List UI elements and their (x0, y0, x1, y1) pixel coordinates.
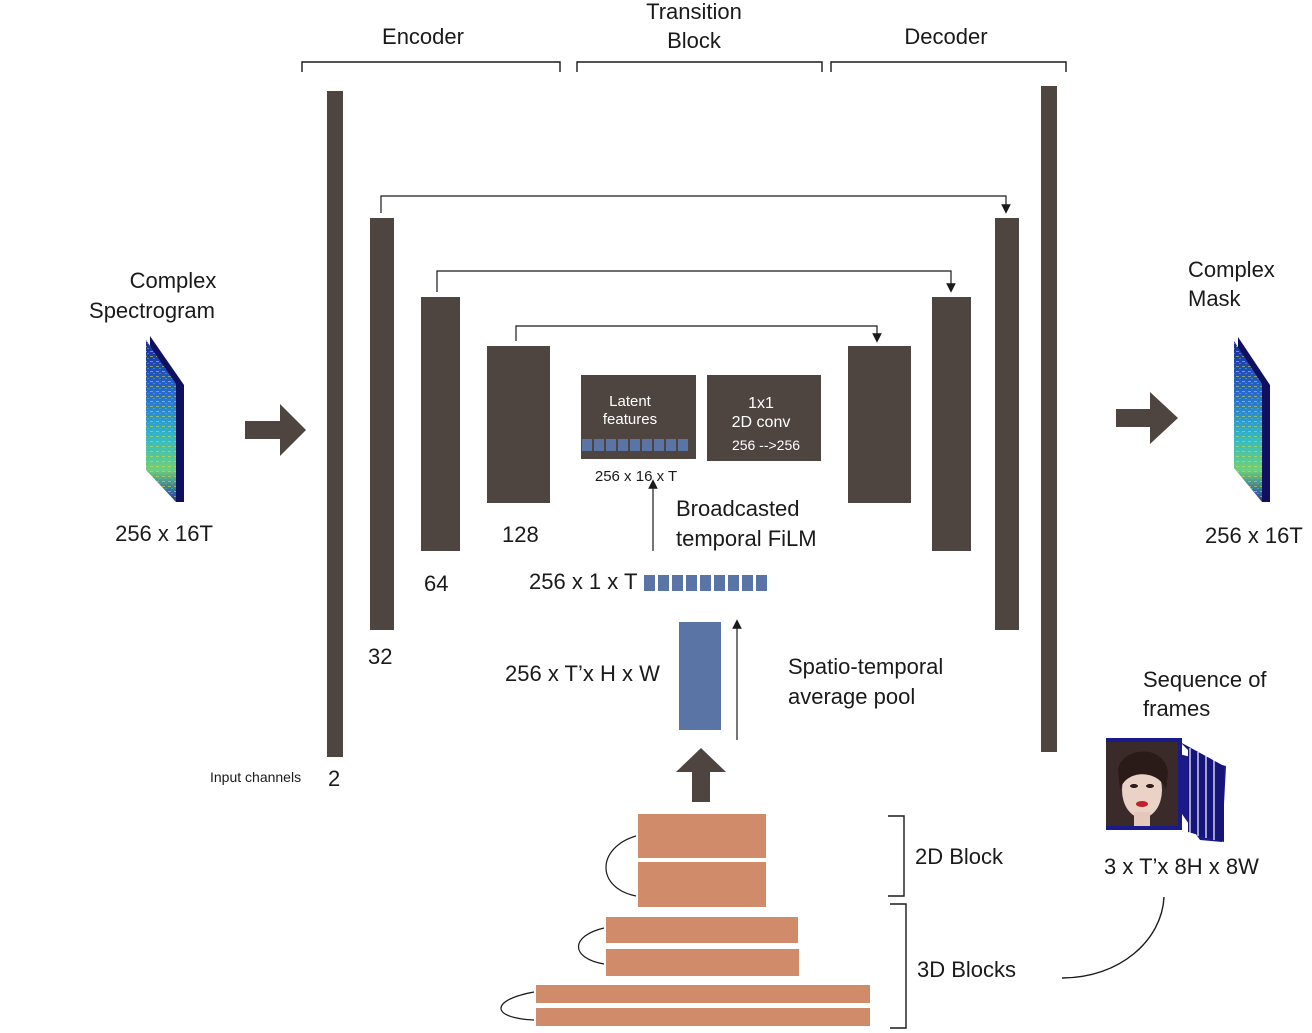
block-2d-layer-2 (638, 862, 766, 907)
encoder-label: Encoder (382, 24, 464, 49)
channels-128: 128 (502, 522, 539, 547)
block-2d-bracket (888, 815, 905, 897)
pool-label-line2: average pool (788, 684, 915, 709)
frames-input-curve (1061, 896, 1165, 979)
film-label-line2: temporal FiLM (676, 526, 817, 551)
latent-label-line2: features (603, 411, 657, 428)
frames-dims: 3 x T’x 8H x 8W (1104, 854, 1259, 879)
channels-32: 32 (368, 644, 392, 669)
temporal-film-vector (644, 575, 767, 591)
input-title-line1: Complex (130, 268, 217, 293)
skip-connection-128 (515, 325, 882, 343)
input-spectrogram-image (146, 336, 184, 502)
block-3d-1 (577, 917, 799, 976)
latent-features-box: Latent features (581, 375, 696, 459)
encoder-layer-32 (370, 218, 394, 630)
block-3d-2-layer-2 (536, 1008, 870, 1026)
channels-64: 64 (424, 571, 448, 596)
output-dims: 256 x 16T (1205, 523, 1303, 548)
block-3d-1-layer-2 (606, 949, 799, 976)
frames-stack-image (1106, 738, 1226, 842)
decoder-layer-output (1041, 86, 1057, 752)
output-title-line1: Complex (1188, 257, 1275, 282)
block-3d-bracket (890, 903, 907, 1029)
output-title-line2: Mask (1188, 286, 1242, 311)
encoder-layer-128 (487, 346, 550, 503)
block-2d-residual (605, 835, 637, 897)
block-2d-layer-1 (638, 814, 766, 858)
visual-features-block (679, 622, 721, 730)
latent-film-vector (582, 439, 688, 451)
transition-label-line2: Block (667, 28, 722, 53)
latent-label-line1: Latent (609, 393, 652, 410)
encoder-bracket (301, 61, 561, 72)
encoder-layer-64 (421, 297, 460, 551)
input-channels-label: Input channels (210, 769, 301, 785)
conv-1x1-box: 1x1 2D conv 256 -->256 (707, 375, 821, 461)
block-2d (605, 814, 766, 907)
block-3d-1-residual (577, 927, 605, 965)
film-label-line1: Broadcasted (676, 496, 800, 521)
block-3d-2-layer-1 (536, 985, 870, 1003)
transition-label-line1: Transition (646, 0, 742, 24)
skip-connection-32 (380, 195, 1011, 214)
block-3d-label: 3D Blocks (917, 957, 1016, 982)
block-3d-2-residual (500, 991, 535, 1021)
conv-label-line2: 2D conv (732, 414, 791, 431)
film-vector-dims: 256 x 1 x T (529, 569, 637, 594)
decoder-layer-128 (848, 346, 911, 503)
output-mask-image (1234, 337, 1270, 502)
block-3d-1-layer-1 (606, 917, 798, 943)
frames-title-line1: Sequence of (1143, 667, 1267, 692)
output-arrow (1116, 392, 1178, 444)
visual-features-dims: 256 x T’x H x W (505, 661, 660, 686)
input-dims: 256 x 16T (115, 521, 213, 546)
conv-label-line1: 1x1 (748, 395, 774, 412)
block-3d-2 (500, 985, 870, 1026)
frames-title-line2: frames (1143, 696, 1210, 721)
video-up-arrow (676, 748, 726, 802)
decoder-layer-32 (995, 218, 1019, 630)
conv-label-line3: 256 -->256 (732, 437, 800, 453)
input-arrow (245, 404, 306, 456)
decoder-layer-64 (932, 297, 971, 551)
block-2d-label: 2D Block (915, 844, 1004, 869)
latent-dims: 256 x 16 x T (595, 468, 677, 485)
input-title-line2: Spectrogram (89, 298, 215, 323)
encoder-layer-input (327, 91, 343, 757)
decoder-bracket (830, 61, 1067, 72)
skip-connection-64 (436, 270, 956, 293)
pool-label-line1: Spatio-temporal (788, 654, 943, 679)
transition-bracket (576, 61, 823, 72)
channels-2: 2 (328, 766, 340, 791)
decoder-label: Decoder (904, 24, 987, 49)
